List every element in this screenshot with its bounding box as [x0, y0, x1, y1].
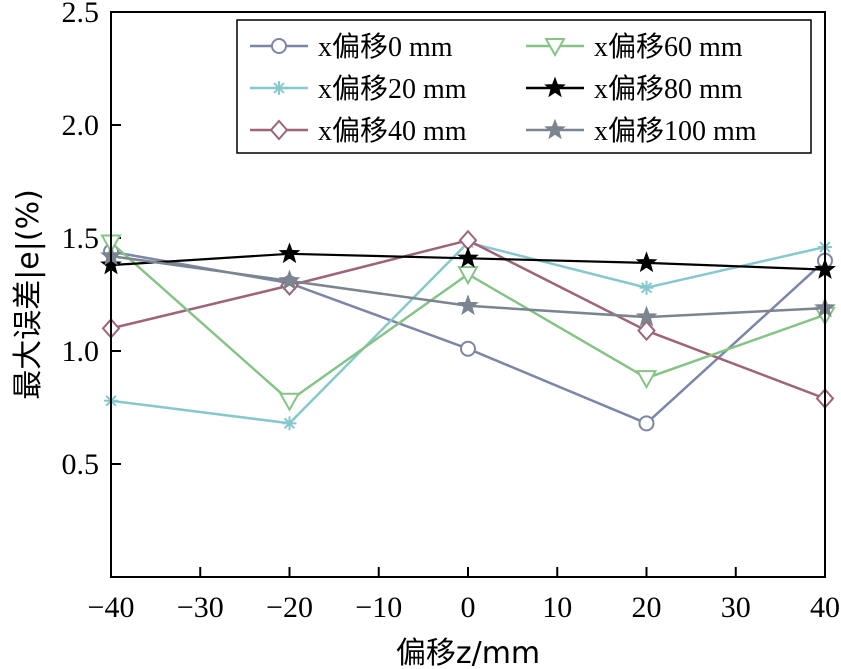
y-tick-label: 1.5 — [62, 222, 100, 255]
data-point-marker — [278, 392, 301, 412]
y-axis-title: 最大误差|e|(%) — [11, 189, 46, 400]
x-tick-label: 30 — [721, 591, 751, 624]
legend-label: x偏移40 mm — [318, 115, 467, 147]
data-point-marker — [278, 242, 301, 264]
y-tick-label: 2.0 — [62, 109, 100, 142]
legend-item: x偏移20 mm — [250, 73, 467, 105]
legend-marker — [271, 38, 287, 54]
data-point-marker — [639, 280, 654, 295]
x-axis-title: 偏移z/mm — [396, 636, 540, 669]
legend-label: x偏移0 mm — [318, 31, 453, 63]
series-lines — [100, 229, 836, 432]
data-point-marker — [457, 246, 479, 268]
legend-item: x偏移100 mm — [526, 115, 757, 147]
legend-marker — [544, 76, 566, 98]
data-point-marker — [460, 340, 476, 357]
data-point-marker — [637, 320, 656, 342]
legend-marker — [544, 118, 566, 140]
legend-label: x偏移100 mm — [594, 115, 757, 147]
x-tick-label: 0 — [461, 591, 476, 624]
legend-item: x偏移40 mm — [250, 115, 467, 147]
x-tick-label: −10 — [355, 591, 402, 624]
legend-item: x偏移80 mm — [526, 73, 743, 105]
legend: x偏移0 mm x偏移20 mm x偏移40 mm x偏移60 mm x偏移80 mm x… — [236, 19, 812, 154]
x-tick-label: 40 — [810, 591, 840, 624]
series-line — [110, 238, 826, 400]
legend-item: x偏移60 mm — [526, 31, 743, 63]
x-tick-label: 20 — [632, 591, 662, 624]
y-tick-label: 2.5 — [62, 0, 100, 29]
legend-label: x偏移60 mm — [594, 31, 743, 63]
x-tick-label: −40 — [88, 591, 135, 624]
legend-label: x偏移20 mm — [318, 73, 467, 105]
data-point-marker — [457, 266, 479, 286]
plot-area-frame — [110, 11, 826, 578]
data-point-marker — [278, 269, 301, 291]
legend-label: x偏移80 mm — [594, 73, 743, 105]
legend-marker — [269, 119, 289, 141]
legend-box — [236, 19, 812, 154]
data-point-marker — [638, 415, 655, 432]
data-point-marker — [635, 251, 658, 273]
data-point-marker — [635, 370, 658, 390]
data-point-marker — [635, 305, 658, 327]
legend-item: x偏移0 mm — [250, 31, 453, 63]
legend-marker — [544, 38, 566, 58]
y-tick-label: 1.0 — [62, 335, 100, 368]
data-point-marker — [457, 294, 479, 316]
legend-marker — [272, 81, 286, 95]
axis-labels: −40 −30 −20 −10 0 10 20 30 40 0.5 1.0 1.5 2.0 2.5 偏移z/… — [11, 0, 840, 669]
x-tick-label: −30 — [177, 591, 224, 624]
data-point-marker — [282, 416, 297, 431]
x-tick-label: 10 — [542, 591, 572, 624]
y-tick-label: 0.5 — [62, 448, 100, 481]
x-tick-label: −20 — [266, 591, 313, 624]
